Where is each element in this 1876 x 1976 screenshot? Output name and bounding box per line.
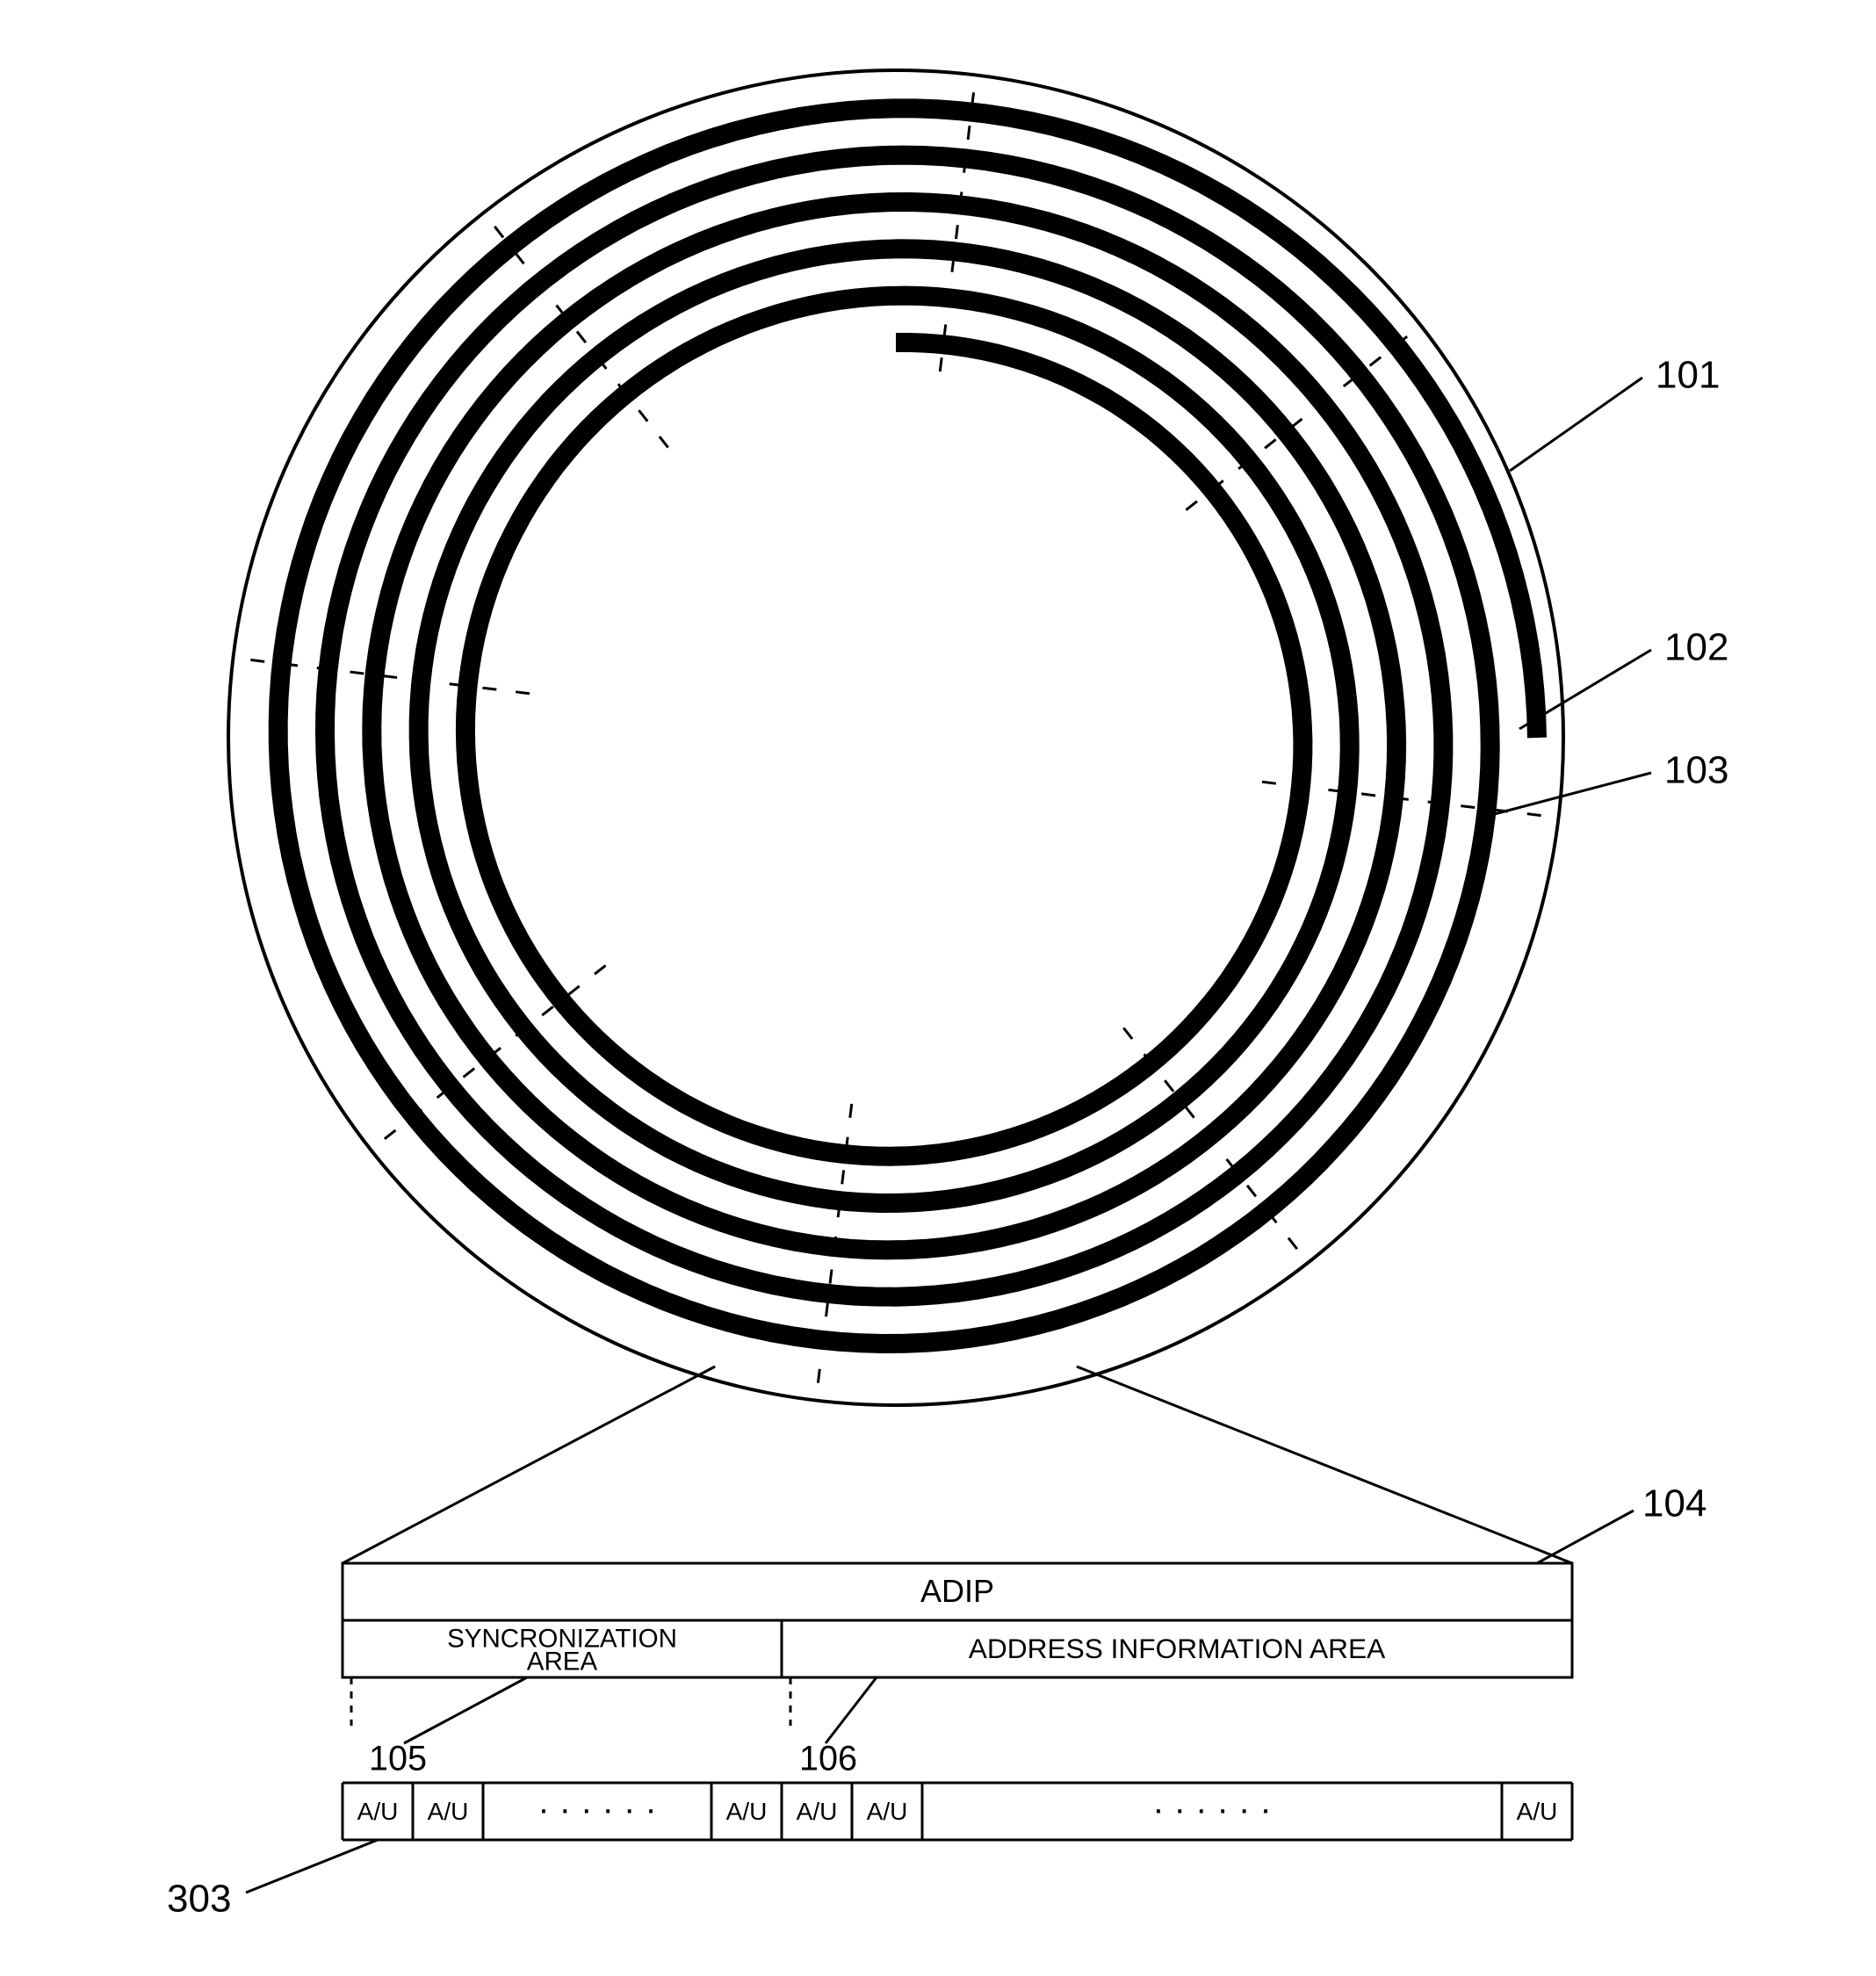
leader-105 (404, 1677, 527, 1743)
leader-106 (826, 1677, 877, 1743)
au-cell: A/U (726, 1798, 768, 1825)
figure-root: 101102103ADIPSYNCRONIZATIONAREAADDRESS I… (0, 0, 1876, 1976)
au-cell: A/U (1517, 1798, 1558, 1825)
au-ellipsis: · · · · · · (1152, 1790, 1272, 1828)
leader-101 (1510, 378, 1642, 471)
label-103: 103 (1664, 749, 1728, 792)
label-101: 101 (1656, 354, 1720, 397)
leader-104 (1537, 1511, 1634, 1563)
label-106: 106 (799, 1739, 857, 1778)
sync-area-label-2: AREA (527, 1648, 598, 1677)
au-cell: A/U (357, 1798, 399, 1825)
label-104: 104 (1642, 1482, 1706, 1525)
label-105: 105 (369, 1739, 427, 1778)
projection-line-left (343, 1367, 715, 1563)
au-cell: A/U (867, 1798, 908, 1825)
address-area-label: ADDRESS INFORMATION AREA (969, 1633, 1386, 1664)
adip-title: ADIP (920, 1573, 994, 1609)
projection-line-right (1077, 1367, 1572, 1563)
leader-103 (1484, 773, 1651, 817)
diagram-svg: 101102103ADIPSYNCRONIZATIONAREAADDRESS I… (0, 0, 1876, 1976)
spiral-track (278, 108, 1537, 1344)
leader-303 (246, 1840, 378, 1893)
au-ellipsis: · · · · · · (538, 1790, 657, 1828)
au-cell: A/U (797, 1798, 838, 1825)
label-303: 303 (167, 1878, 231, 1921)
au-cell: A/U (428, 1798, 469, 1825)
label-102: 102 (1664, 626, 1728, 669)
